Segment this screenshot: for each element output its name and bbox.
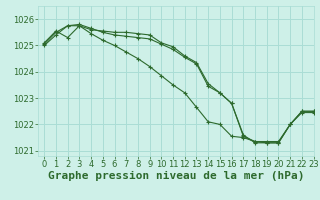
X-axis label: Graphe pression niveau de la mer (hPa): Graphe pression niveau de la mer (hPa)	[48, 171, 304, 181]
